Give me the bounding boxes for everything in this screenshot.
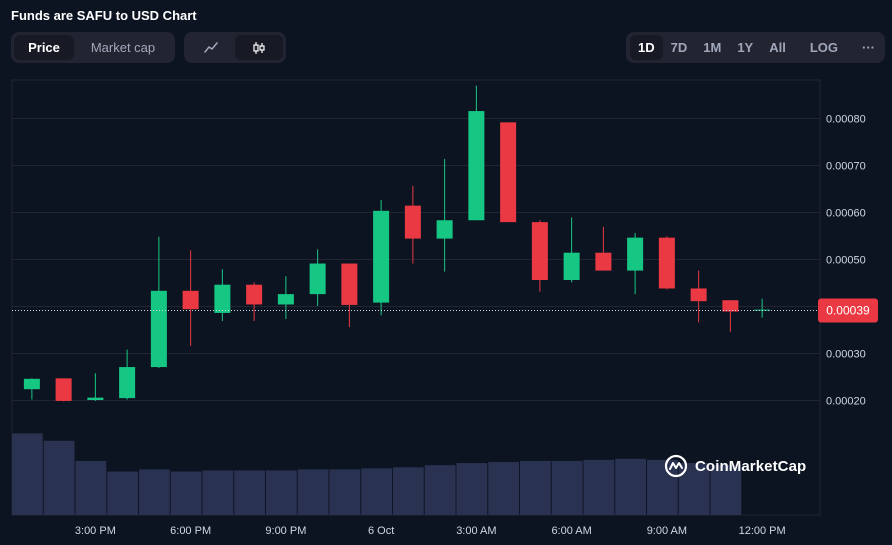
volume-bar	[393, 467, 424, 515]
coinmarketcap-watermark: CoinMarketCap	[664, 454, 806, 478]
volume-bar	[234, 470, 265, 515]
candle-body[interactable]	[563, 252, 580, 280]
volume-bar	[202, 470, 234, 515]
candle-body[interactable]	[119, 367, 136, 399]
candle-body[interactable]	[658, 237, 675, 289]
volume-bar	[43, 440, 75, 515]
x-tick-label: 9:00 AM	[647, 525, 687, 537]
candle-body[interactable]	[595, 252, 612, 271]
y-tick-label: 0.00070	[826, 161, 866, 173]
volume-bar	[12, 433, 43, 515]
candle-body[interactable]	[531, 222, 548, 280]
range-1d[interactable]: 1D	[630, 35, 663, 60]
candle-body[interactable]	[309, 263, 326, 295]
volume-bar	[615, 458, 646, 515]
current-price-badge	[818, 298, 878, 323]
volume-bar	[520, 460, 551, 515]
volume-bar	[488, 462, 519, 515]
candle-body[interactable]	[468, 111, 485, 221]
candle-body[interactable]	[722, 300, 739, 312]
x-tick-label: 12:00 PM	[739, 525, 786, 537]
candle-body[interactable]	[182, 290, 199, 310]
page-title: Funds are SAFU to USD Chart	[11, 8, 197, 23]
volume-bar	[710, 465, 742, 515]
y-tick-label: 0.00050	[826, 255, 866, 267]
range-7d[interactable]: 7D	[670, 40, 688, 55]
candle-body[interactable]	[87, 397, 104, 400]
coinmarketcap-logo-icon	[664, 454, 688, 478]
candle-body[interactable]	[55, 378, 72, 401]
x-tick-label: 3:00 PM	[75, 525, 116, 537]
y-tick-label: 0.00060	[826, 208, 866, 220]
tab-price[interactable]: Price	[14, 35, 74, 60]
candle-body[interactable]	[373, 210, 390, 303]
more-options-button[interactable]: ···	[862, 40, 876, 55]
range-all[interactable]: All	[769, 40, 786, 55]
volume-bar	[583, 459, 615, 515]
x-tick-label: 6:00 AM	[551, 525, 591, 537]
volume-bar	[266, 470, 297, 515]
x-tick-label: 3:00 AM	[456, 525, 496, 537]
candle-body[interactable]	[436, 220, 453, 239]
candle-body[interactable]	[150, 290, 167, 368]
volume-bar	[297, 469, 329, 515]
x-tick-label: 6:00 PM	[170, 525, 211, 537]
volume-bar	[170, 471, 202, 515]
volume-bar	[75, 460, 107, 515]
y-tick-label: 0.00020	[826, 396, 866, 408]
y-tick-label: 0.00080	[826, 114, 866, 126]
x-tick-label: 9:00 PM	[265, 525, 306, 537]
candle-body[interactable]	[341, 263, 358, 305]
volume-bar	[647, 459, 678, 515]
candle-body[interactable]	[500, 122, 517, 223]
volume-bar	[424, 465, 456, 515]
time-range-selector: 1D 7D 1M 1Y All LOG ···	[626, 32, 885, 63]
watermark-text: CoinMarketCap	[695, 457, 807, 475]
volume-bar	[329, 469, 361, 515]
candle-body[interactable]	[214, 284, 231, 313]
candlestick-icon	[253, 41, 265, 54]
range-1y[interactable]: 1Y	[737, 40, 754, 55]
line-chart-icon	[204, 41, 218, 53]
candle-body[interactable]	[246, 284, 263, 305]
y-tick-label: 0.00030	[826, 349, 866, 361]
candle-body[interactable]	[627, 237, 644, 271]
volume-bar	[107, 471, 138, 515]
chart-type-toggle: Price Market cap	[11, 32, 175, 63]
line-chart-button[interactable]	[187, 35, 235, 60]
chart-style-toggle	[184, 32, 286, 63]
range-1m[interactable]: 1M	[703, 40, 722, 55]
x-tick-label: 6 Oct	[368, 525, 394, 537]
tab-market-cap[interactable]: Market cap	[90, 40, 156, 55]
volume-bar	[551, 460, 583, 515]
candle-body[interactable]	[690, 288, 707, 302]
log-scale-button[interactable]: LOG	[809, 40, 839, 55]
candle-body[interactable]	[404, 205, 421, 239]
volume-bar	[139, 469, 170, 515]
volume-bar	[456, 463, 488, 515]
current-price-label: 0.00039	[826, 304, 870, 318]
candlestick-chart-button[interactable]	[235, 35, 283, 60]
candle-body[interactable]	[277, 294, 294, 305]
volume-bar	[361, 468, 392, 515]
candle-body[interactable]	[23, 378, 40, 390]
